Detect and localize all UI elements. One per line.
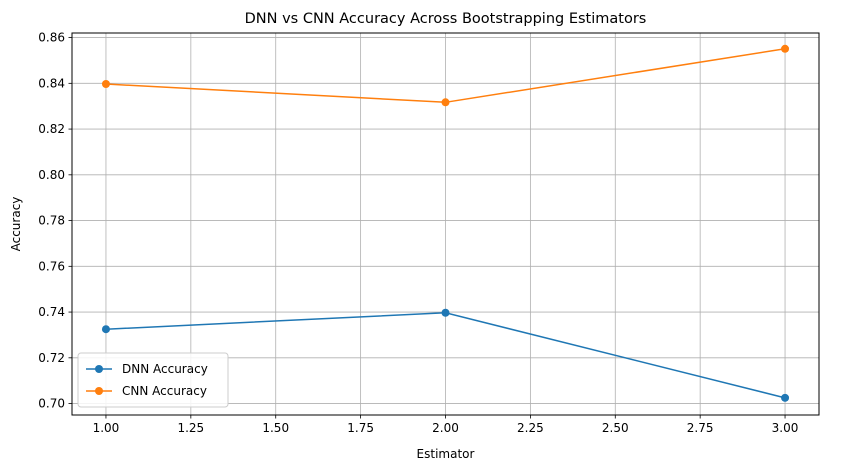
y-tick-label: 0.70 (38, 397, 65, 411)
x-tick-label: 2.00 (432, 421, 459, 435)
series-layer (101, 44, 790, 402)
axis-ticks: 1.00 1.25 1.50 1.75 2.00 2.25 2.50 2.75 3.00 0.70… (38, 31, 798, 435)
y-tick-label: 0.78 (38, 214, 65, 228)
x-tick-label: 1.50 (262, 421, 289, 435)
chart-title: DNN vs CNN Accuracy Across Bootstrapping… (245, 11, 647, 27)
y-tick-label: 0.74 (38, 305, 65, 319)
legend-swatch-marker (95, 365, 103, 373)
cnn-accuracy-point (441, 98, 450, 107)
x-tick-label: 2.75 (687, 421, 714, 435)
legend-swatch-marker (95, 387, 103, 395)
legend-entry: DNN Accuracy (122, 362, 208, 376)
cnn-accuracy-point (781, 44, 790, 53)
grid (72, 33, 819, 415)
y-tick-label: 0.76 (38, 259, 65, 273)
y-tick-label: 0.84 (38, 76, 65, 90)
y-axis-label: Accuracy (9, 197, 23, 252)
dnn-accuracy-point (781, 393, 790, 402)
x-tick-label: 2.25 (517, 421, 544, 435)
x-tick-label: 3.00 (772, 421, 799, 435)
dnn-accuracy-point (441, 308, 450, 317)
cnn-accuracy-point (101, 80, 110, 89)
x-tick-label: 1.25 (177, 421, 204, 435)
y-tick-label: 0.86 (38, 31, 65, 45)
x-tick-label: 1.75 (347, 421, 374, 435)
legend-box (77, 352, 229, 408)
x-tick-label: 1.00 (93, 421, 120, 435)
legend: DNN Accuracy CNN Accuracy (77, 352, 229, 408)
x-axis-label: Estimator (417, 447, 475, 461)
y-tick-label: 0.82 (38, 122, 65, 136)
legend-entry: CNN Accuracy (122, 384, 207, 398)
plot-frame (71, 32, 820, 416)
y-tick-label: 0.72 (38, 351, 65, 365)
y-tick-label: 0.80 (38, 168, 65, 182)
dnn-accuracy-point (101, 325, 110, 334)
x-tick-label: 2.50 (602, 421, 629, 435)
